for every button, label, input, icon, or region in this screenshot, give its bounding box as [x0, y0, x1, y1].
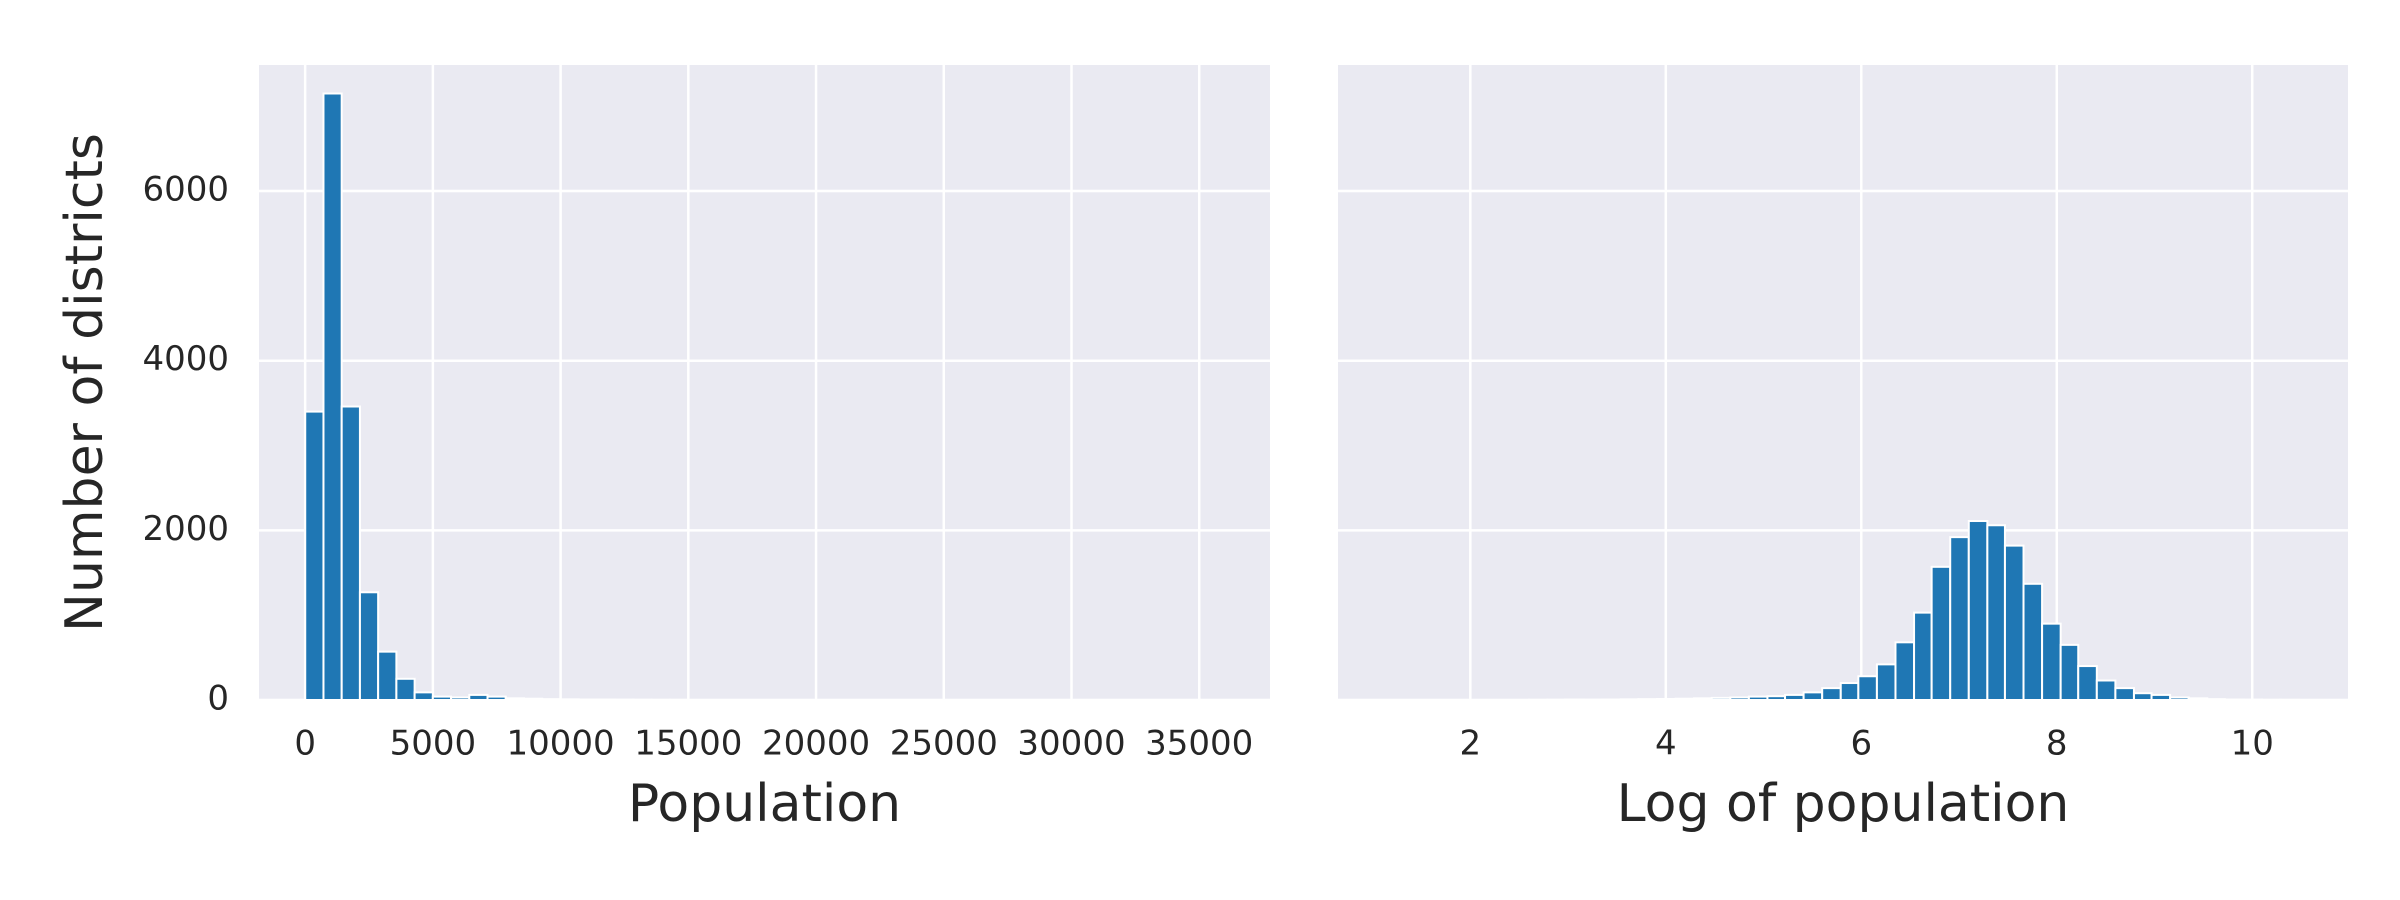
bar — [1802, 691, 1824, 701]
bar — [1986, 524, 2006, 702]
x-axis-label: Population — [628, 774, 901, 834]
bar — [541, 698, 562, 701]
bar — [1821, 687, 1842, 702]
bar — [304, 410, 325, 701]
bar — [395, 677, 416, 702]
plot-area — [1338, 65, 2348, 700]
x-tick-label: 25000 — [890, 724, 998, 764]
bar — [2223, 698, 2245, 701]
bar — [2206, 698, 2226, 701]
bar — [1875, 663, 1897, 701]
bar — [450, 696, 471, 702]
bar — [2041, 622, 2062, 701]
bar — [1766, 695, 1787, 701]
bar — [377, 650, 398, 701]
bar — [1857, 675, 1878, 702]
bar — [1637, 698, 1659, 701]
x-tick-label: 8 — [2046, 724, 2068, 764]
x-tick-label: 4 — [1655, 724, 1677, 764]
y-tick-label: 6000 — [142, 170, 229, 210]
bar — [2150, 693, 2172, 702]
bar — [1729, 696, 1750, 702]
bar — [1693, 697, 1713, 702]
x-axis-label: Log of population — [1617, 774, 2070, 834]
x-tick-label: 10000 — [507, 724, 615, 764]
bar — [1601, 698, 1622, 701]
bar — [1839, 682, 1860, 701]
y-tick-label: 2000 — [142, 509, 229, 549]
bar — [2132, 692, 2153, 701]
bar — [358, 591, 380, 701]
bar — [1949, 536, 1970, 701]
bar — [1784, 693, 1805, 702]
x-tick-label: 2 — [1460, 724, 1482, 764]
bar — [1967, 520, 1989, 701]
bar — [322, 92, 343, 701]
y-axis-label: Number of districts — [55, 133, 115, 632]
bar — [1747, 695, 1769, 701]
bar — [1674, 697, 1696, 701]
bar — [504, 697, 525, 702]
bar — [559, 698, 580, 702]
bar — [1913, 611, 1933, 702]
bar — [1894, 641, 1916, 701]
plot-area — [259, 65, 1270, 700]
bar — [2022, 582, 2044, 701]
x-tick-label: 10 — [2231, 724, 2274, 764]
y-tick-label: 0 — [207, 679, 229, 719]
x-tick-label: 0 — [294, 724, 316, 764]
bar — [2095, 679, 2117, 701]
bar — [1619, 698, 1640, 702]
bar — [340, 405, 361, 701]
bar — [1656, 697, 1677, 702]
x-tick-label: 5000 — [390, 724, 477, 764]
bar — [522, 697, 544, 701]
x-tick-label: 30000 — [1017, 724, 1125, 764]
bar — [2187, 697, 2209, 702]
y-tick-label: 4000 — [142, 339, 229, 379]
bar — [486, 695, 507, 701]
x-tick-label: 35000 — [1145, 724, 1253, 764]
bar — [431, 695, 453, 701]
bar — [577, 698, 598, 701]
bar — [2003, 544, 2025, 701]
bar — [2059, 643, 2080, 702]
bar — [468, 693, 489, 702]
bar — [1930, 565, 1952, 702]
bar — [1710, 696, 1732, 702]
bar — [2077, 665, 2098, 702]
x-tick-label: 6 — [1850, 724, 1872, 764]
bar — [2169, 696, 2190, 702]
bar — [2114, 687, 2135, 702]
x-tick-label: 15000 — [634, 724, 742, 764]
bar — [413, 691, 434, 701]
x-tick-label: 20000 — [762, 724, 870, 764]
